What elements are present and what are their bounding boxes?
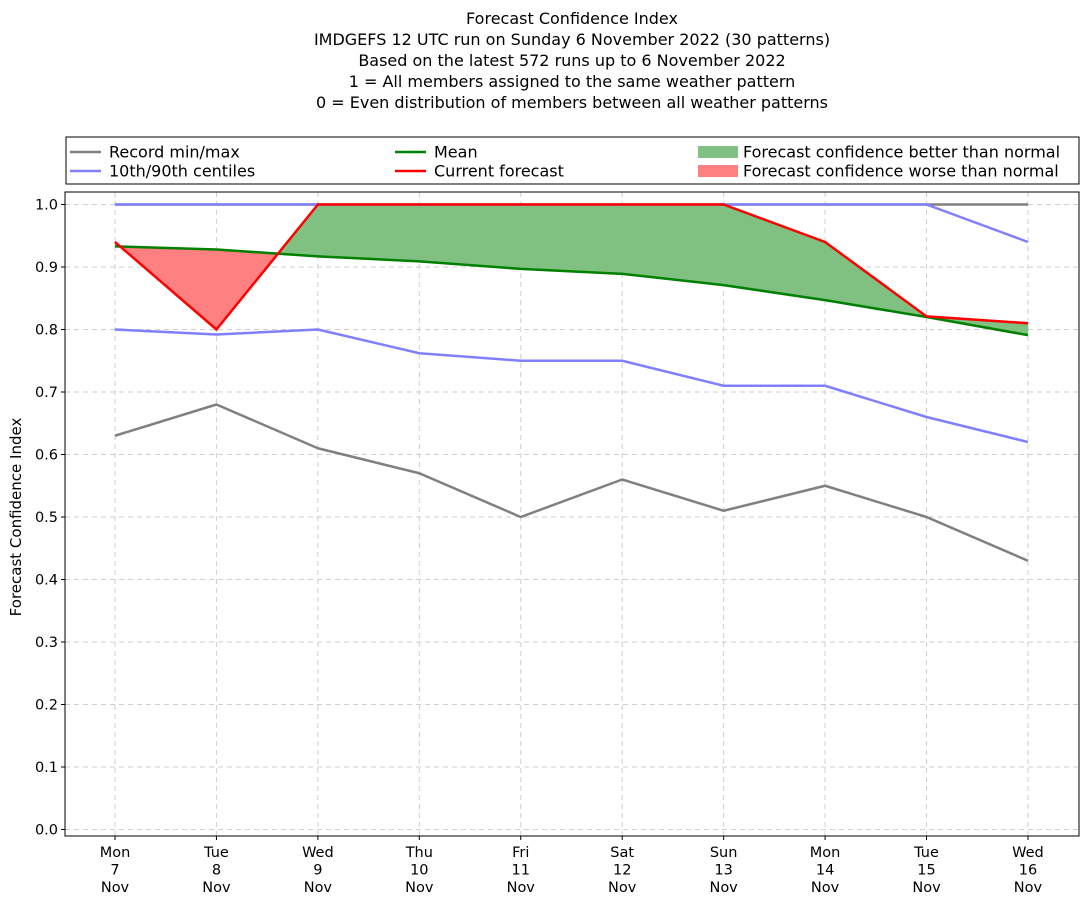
y-tick-label: 0.2	[35, 698, 58, 714]
y-tick-label: 0.1	[35, 760, 58, 776]
x-tick-label: 15	[917, 863, 935, 879]
fill-better	[419, 204, 522, 270]
y-tick-label: 0.6	[35, 448, 58, 464]
x-tick-label: Nov	[304, 880, 333, 896]
legend-label: Current forecast	[434, 162, 564, 181]
x-tick-label: Wed	[302, 845, 334, 861]
x-tick-label: Tue	[913, 845, 939, 861]
title-line: IMDGEFS 12 UTC run on Sunday 6 November …	[314, 30, 830, 49]
x-tick-label: Nov	[912, 880, 941, 896]
x-tick-label: 9	[313, 863, 322, 879]
x-tick-label: 10	[410, 863, 428, 879]
x-tick-label: 7	[110, 863, 119, 879]
x-tick-label: 16	[1019, 863, 1037, 879]
legend-swatch	[698, 165, 738, 177]
legend-label: Forecast confidence worse than normal	[743, 162, 1059, 181]
fill-better	[621, 204, 724, 286]
x-tick-label: 8	[212, 863, 221, 879]
title-line: Based on the latest 572 runs up to 6 Nov…	[358, 51, 785, 70]
y-tick-label: 0.7	[35, 385, 58, 401]
x-tick-label: 14	[816, 863, 834, 879]
y-tick-label: 0.3	[35, 635, 58, 651]
y-tick-label: 1.0	[35, 198, 58, 214]
x-tick-label: Wed	[1012, 845, 1044, 861]
fill-better	[520, 204, 623, 275]
legend-label: Forecast confidence better than normal	[743, 143, 1060, 162]
y-tick-label: 0.9	[35, 260, 58, 276]
x-tick-label: Sat	[610, 845, 634, 861]
x-tick-label: 13	[714, 863, 732, 879]
x-tick-label: Nov	[202, 880, 231, 896]
x-tick-label: Mon	[810, 845, 841, 861]
x-tick-label: Nov	[608, 880, 637, 896]
series-lines	[114, 203, 1029, 562]
x-tick-label: Nov	[709, 880, 738, 896]
y-axis-label: Forecast Confidence Index	[7, 418, 25, 617]
x-tick-label: Thu	[405, 845, 433, 861]
x-tick-label: Nov	[101, 880, 130, 896]
x-tick-label: Sun	[710, 845, 738, 861]
legend-box	[65, 136, 1080, 185]
series-line-p10	[114, 328, 1029, 444]
x-tick-label: 11	[512, 863, 530, 879]
legend-swatch	[698, 146, 738, 158]
x-tick-label: Nov	[405, 880, 434, 896]
axes: 0.00.10.20.30.40.50.60.70.80.91.0Mon7Nov…	[35, 191, 1080, 896]
series-line-mean	[114, 245, 1029, 337]
title-line: 0 = Even distribution of members between…	[316, 93, 828, 112]
x-tick-label: Nov	[1014, 880, 1043, 896]
title-line: 1 = All members assigned to the same wea…	[349, 72, 796, 91]
series-line-current	[114, 203, 1029, 331]
legend-label: 10th/90th centiles	[109, 162, 255, 181]
y-tick-label: 0.0	[35, 823, 58, 839]
legend-label: Mean	[434, 143, 478, 162]
x-tick-label: Nov	[811, 880, 840, 896]
y-tick-label: 0.5	[35, 510, 58, 526]
legend-label: Record min/max	[109, 143, 240, 162]
series-line-record-min	[114, 403, 1029, 562]
y-tick-label: 0.4	[35, 573, 58, 589]
x-tick-label: Tue	[203, 845, 229, 861]
x-tick-label: Nov	[507, 880, 536, 896]
chart-title: Forecast Confidence Index IMDGEFS 12 UTC …	[314, 9, 830, 112]
title-line: Forecast Confidence Index	[466, 9, 678, 28]
y-tick-label: 0.8	[35, 323, 58, 339]
x-tick-label: 12	[613, 863, 631, 879]
fill-better	[317, 204, 420, 262]
x-tick-label: Mon	[100, 845, 131, 861]
plot-frame	[64, 191, 1080, 837]
x-tick-label: Fri	[512, 845, 529, 861]
